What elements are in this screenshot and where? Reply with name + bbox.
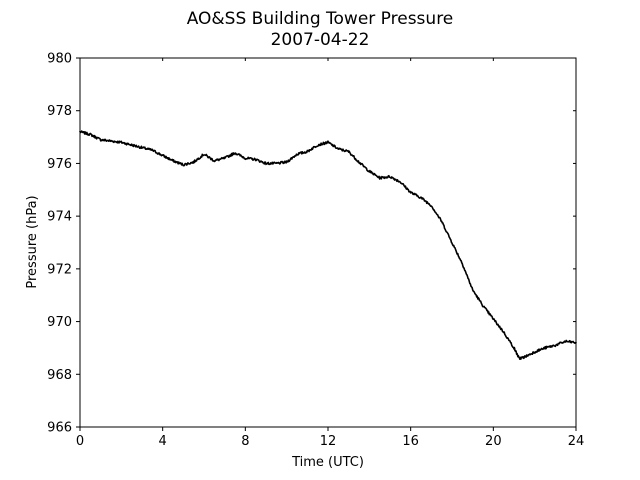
x-axis-label: Time (UTC): [291, 455, 364, 470]
y-tick-label-976: 976: [47, 157, 72, 172]
y-tick-label-978: 978: [47, 104, 72, 119]
y-tick-label-980: 980: [47, 52, 72, 67]
x-tick-label-0: 0: [76, 434, 84, 449]
x-tick-label-4: 4: [159, 434, 167, 449]
chart-subtitle: 2007-04-22: [271, 30, 370, 50]
y-tick-label-970: 970: [47, 315, 72, 330]
chart-title: AO&SS Building Tower Pressure: [187, 9, 454, 29]
x-tick-label-12: 12: [320, 434, 337, 449]
x-tick-label-24: 24: [568, 434, 585, 449]
y-axis-label: Pressure (hPa): [25, 195, 40, 288]
y-tick-label-974: 974: [47, 210, 72, 225]
y-tick-label-968: 968: [47, 368, 72, 383]
y-tick-label-972: 972: [47, 262, 72, 277]
x-tick-label-20: 20: [485, 434, 502, 449]
y-tick-label-966: 966: [47, 421, 72, 436]
plot-frame: [79, 57, 577, 428]
x-tick-label-16: 16: [402, 434, 419, 449]
axis-tick-labels: 0 4 8 12 16 20 24 966 968 970 972 974 976 978 980: [47, 52, 584, 450]
pressure-series-line: [79, 130, 577, 360]
x-tick-label-8: 8: [241, 434, 249, 449]
